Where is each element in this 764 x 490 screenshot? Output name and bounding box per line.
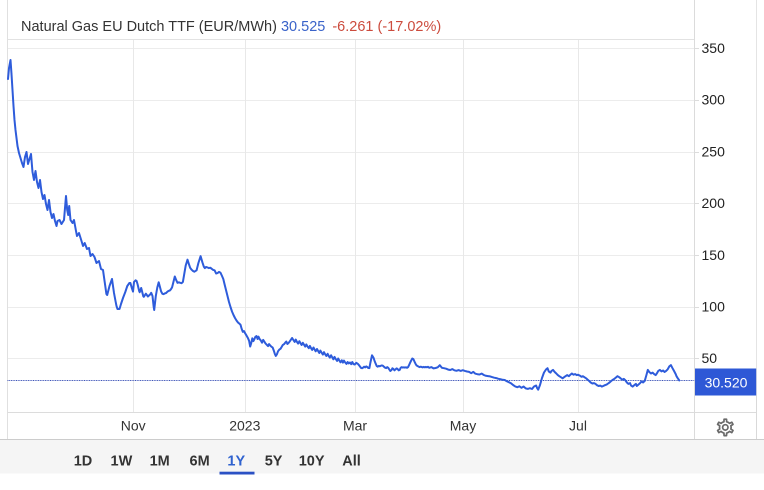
svg-text:Mar: Mar [343, 418, 367, 434]
svg-text:All: All [342, 453, 361, 469]
svg-text:150: 150 [702, 247, 726, 263]
svg-text:30.520: 30.520 [705, 374, 748, 390]
svg-text:6M: 6M [190, 453, 210, 469]
svg-text:1M: 1M [150, 453, 170, 469]
svg-text:100: 100 [702, 299, 726, 315]
svg-text:Jul: Jul [569, 418, 587, 434]
svg-text:200: 200 [702, 195, 726, 211]
svg-text:5Y: 5Y [265, 453, 283, 469]
svg-text:1D: 1D [74, 453, 93, 469]
svg-text:1W: 1W [111, 453, 133, 469]
svg-text:10Y: 10Y [299, 453, 325, 469]
svg-text:May: May [450, 418, 476, 434]
svg-text:50: 50 [702, 350, 718, 366]
svg-text:Natural Gas EU Dutch TTF (EUR/: Natural Gas EU Dutch TTF (EUR/MWh) 30.52… [21, 19, 441, 35]
svg-text:1Y: 1Y [227, 453, 245, 469]
svg-text:300: 300 [702, 92, 726, 108]
svg-text:350: 350 [702, 40, 726, 56]
svg-text:250: 250 [702, 143, 726, 159]
svg-text:2023: 2023 [229, 418, 260, 434]
svg-text:Nov: Nov [121, 418, 146, 434]
